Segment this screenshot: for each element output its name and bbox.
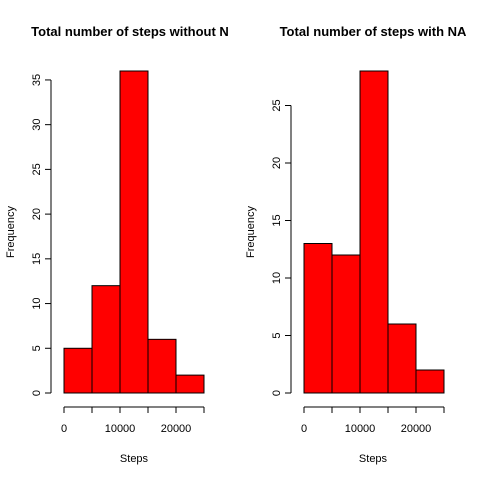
x-tick-label-0: 0: [301, 423, 307, 435]
chart-title: Total number of steps with NA: [280, 24, 467, 39]
histogram-without-na: Total number of steps without N0 10000 200…: [5, 24, 229, 465]
chart-title: Total number of steps without N: [31, 24, 229, 39]
x-axis-label: Steps: [120, 453, 149, 465]
bar-1: [331, 254, 361, 394]
y-tick-label-3: 15: [31, 253, 43, 265]
x-tick-label-2: 10000: [345, 423, 376, 435]
bar-0: [63, 347, 93, 394]
y-tick-label-6: 30: [31, 119, 43, 131]
x-tick-label-0: 0: [61, 423, 67, 435]
bar-3: [387, 323, 417, 394]
y-tick-label-1: 5: [31, 345, 43, 351]
x-axis-label: Steps: [359, 453, 388, 465]
bar-4: [415, 369, 445, 394]
x-tick-label-4: 20000: [401, 423, 432, 435]
x-tick-label-2: 10000: [105, 423, 136, 435]
y-tick-label-7: 35: [31, 74, 43, 86]
bar-1: [91, 285, 121, 394]
y-tick-label-5: 25: [271, 99, 283, 111]
bar-0: [303, 243, 333, 394]
y-tick-label-2: 10: [271, 272, 283, 284]
y-tick-label-2: 10: [31, 297, 43, 309]
histogram-with-na: Total number of steps with NA 0 10000 20000…: [245, 24, 467, 465]
y-tick-label-3: 15: [271, 214, 283, 226]
bar-2: [119, 70, 149, 394]
y-tick-label-4: 20: [271, 157, 283, 169]
x-tick-label-4: 20000: [161, 423, 192, 435]
bar-4: [175, 374, 205, 394]
y-tick-label-4: 20: [31, 208, 43, 220]
y-tick-label-0: 0: [271, 390, 283, 396]
bar-2: [359, 70, 389, 394]
y-axis-label: Frequency: [5, 206, 17, 258]
y-axis-label: Frequency: [245, 206, 257, 258]
bar-3: [147, 338, 177, 394]
y-tick-label-5: 25: [31, 163, 43, 175]
y-tick-label-1: 5: [271, 332, 283, 338]
y-tick-label-0: 0: [31, 390, 43, 396]
